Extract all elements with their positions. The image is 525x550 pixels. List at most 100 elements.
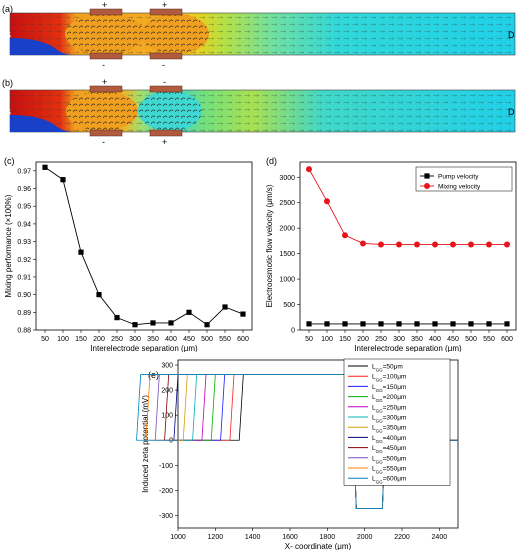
legend-label-rest: =200μm — [383, 394, 407, 401]
y-tick-label: 2500 — [279, 200, 295, 207]
x-tick-label: 1000 — [170, 534, 186, 541]
zeta-potential-chart: (e)1000 1200 1400 1600 1800 2000 2200 2400-300-… — [136, 358, 459, 550]
blue-inlet-region-b — [10, 115, 75, 132]
y-tick-label: 0.93 — [17, 239, 31, 246]
legend-label-10: LGG=500μm — [372, 455, 406, 464]
data-point-mixing-velocity — [468, 241, 474, 248]
electrode-sign-top-2-b: - — [163, 78, 166, 87]
y-tick-label: 0.95 — [17, 204, 31, 211]
y-tick-label: 0 — [169, 438, 173, 445]
vortex-left-arrows-a — [65, 14, 145, 54]
legend-label-2: LGG=100μm — [372, 374, 406, 383]
legend-label-11: LGG=550μm — [372, 466, 406, 475]
legend-label-sub: GG — [376, 469, 384, 474]
plot-frame — [177, 359, 459, 529]
data-point-mixing-performance — [168, 320, 174, 326]
data-point-mixing-performance — [222, 304, 228, 310]
data-point-mixing-performance — [78, 249, 84, 255]
data-point-pump-velocity — [342, 321, 348, 327]
data-point-pump-velocity — [432, 321, 438, 327]
y-axis-title: Electroosmotic flow velocity (μm/s) — [265, 184, 274, 307]
data-point-mixing-velocity — [450, 241, 456, 248]
electrode-top-1-b — [89, 85, 123, 93]
legend-label-rest: =100μm — [383, 374, 407, 381]
plot-frame — [35, 161, 253, 331]
y-tick-label: 100 — [161, 413, 173, 420]
y-tick-label: 1000 — [279, 277, 295, 284]
x-tick-label: 300 — [393, 336, 405, 343]
data-point-mixing-velocity — [396, 241, 402, 248]
legend-label-main: L — [372, 425, 376, 432]
y-tick-label: 500 — [283, 302, 295, 309]
y-tick-label: 0.92 — [17, 257, 31, 264]
x-tick-label: 350 — [147, 336, 159, 343]
legend-label-main: L — [372, 415, 376, 422]
y-tick-label: 0.96 — [17, 186, 31, 193]
legend-label-rest: =500μm — [383, 455, 407, 462]
x-tick-label: 2000 — [357, 534, 373, 541]
x-tick-label: 100 — [57, 336, 69, 343]
x-tick-label: 50 — [41, 336, 49, 343]
legend-label-main: L — [372, 384, 376, 391]
panel-label-b: (b) — [2, 78, 13, 88]
x-tick-label: 1800 — [320, 534, 336, 541]
x-tick-label: 150 — [339, 336, 351, 343]
legend-label-rest: =350μm — [383, 425, 407, 432]
y-axis-title: Induced zeta potential (mV) — [141, 395, 150, 493]
legend-label-main: L — [372, 404, 376, 411]
legend-label-rest: =300μm — [383, 415, 407, 422]
legend-label-mixing-velocity: Mixing velocity — [438, 184, 481, 191]
legend-label-5: LGG=250μm — [372, 404, 406, 413]
data-point-mixing-performance — [42, 164, 48, 170]
panel-label-a: (a) — [2, 4, 13, 14]
simulation-panel-a: (a) + + - - S D — [2, 0, 516, 70]
electrode-top-1-a — [89, 8, 123, 16]
x-tick-label: 150 — [75, 336, 87, 343]
electrode-sign-bottom-1-b: - — [102, 137, 105, 147]
data-point-mixing-velocity — [504, 241, 510, 248]
data-point-pump-velocity — [378, 321, 384, 327]
data-point-mixing-performance — [132, 322, 138, 328]
data-point-mixing-velocity — [324, 198, 330, 205]
y-tick-label: 0.94 — [17, 221, 31, 228]
y-tick-label: 0 — [291, 328, 295, 335]
legend-label-12: LGG=600μm — [372, 476, 406, 485]
y-tick-label: 0.97 — [17, 168, 31, 175]
data-point-mixing-performance — [96, 292, 102, 298]
electrode-sign-bottom-2-b: + — [162, 137, 167, 147]
legend-label-main: L — [372, 435, 376, 442]
legend-label-9: LGG=450μm — [372, 445, 406, 454]
x-tick-label: 100 — [321, 336, 333, 343]
blue-inlet-region-a — [10, 38, 75, 55]
legend-label-sub: GG — [376, 408, 384, 413]
electrode-top-2-b — [149, 85, 183, 93]
legend-label-sub: GG — [376, 367, 384, 372]
data-point-mixing-velocity — [432, 241, 438, 248]
x-tick-label: 300 — [129, 336, 141, 343]
x-tick-label: 50 — [305, 336, 313, 343]
drain-label-b: D — [508, 107, 515, 117]
x-axis-title: Interelectrode separation (μm) — [354, 344, 462, 352]
vortex-right-arrows-b — [138, 91, 202, 131]
legend-label-main: L — [372, 374, 376, 381]
legend-label-main: L — [372, 455, 376, 462]
legend-label-main: L — [372, 476, 376, 483]
x-axis-title: Interelectrode separation (μm) — [90, 344, 198, 352]
data-point-mixing-performance — [60, 177, 66, 183]
plot-frame — [299, 161, 517, 331]
data-point-mixing-velocity — [360, 240, 366, 247]
legend-label-rest: =450μm — [383, 445, 407, 452]
simulation-panel-b: (b) + - - + S D — [2, 78, 516, 147]
vortex-right-arrows-a — [141, 14, 209, 54]
data-point-pump-velocity — [486, 321, 492, 327]
data-point-mixing-performance — [240, 311, 246, 317]
data-point-mixing-velocity — [306, 166, 312, 173]
electrode-sign-bottom-1-a: - — [102, 60, 105, 70]
mixing-performance-chart: (c) 50 100 150 200 250 300 350 400 450 500 550 600 0.… — [4, 156, 253, 352]
legend-box — [415, 166, 513, 192]
x-tick-label: 250 — [111, 336, 123, 343]
legend-label-pump-velocity: Pump velocity — [438, 174, 479, 181]
data-point-mixing-velocity — [342, 232, 348, 239]
y-tick-label: 0.91 — [17, 274, 31, 281]
electrode-sign-top-2-a: + — [162, 0, 167, 10]
